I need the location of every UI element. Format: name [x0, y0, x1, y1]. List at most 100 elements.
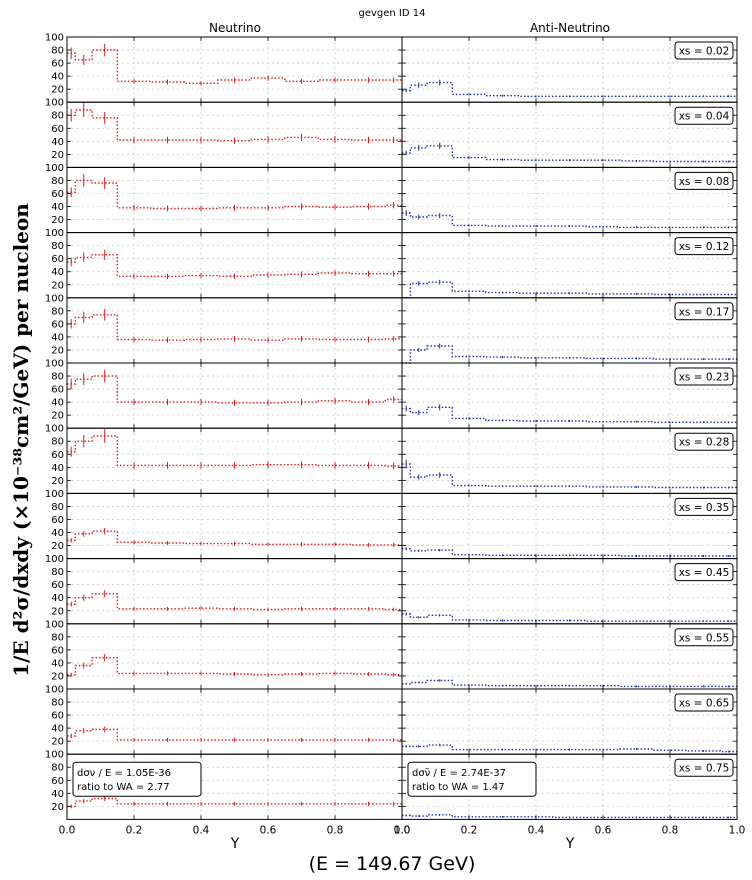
xs-label-box	[674, 758, 734, 777]
xs-label: xs = 0.45	[679, 567, 730, 579]
y-tick-label: 40	[51, 724, 64, 735]
y-tick-label: 60	[51, 776, 64, 787]
x-tick-label: 0.8	[662, 824, 679, 836]
panel-neutrino-4: 20 40 60 80 100	[45, 228, 403, 299]
panel-neutrino-9: 20 40 60 80 100	[45, 554, 403, 625]
panel-neutrino-1: 20 40 60 80 100	[45, 33, 403, 103]
y-tick-label: 20	[51, 606, 64, 617]
panel-frame	[66, 101, 403, 168]
y-tick-label: 80	[51, 111, 64, 122]
y-tick-label: 80	[51, 437, 64, 448]
xs-label: xs = 0.55	[679, 632, 730, 644]
panel-neutrino-6: 20 40 60 80 100	[45, 359, 403, 429]
y-tick-label: 100	[45, 750, 64, 761]
y-tick-label: 20	[51, 280, 64, 291]
antineutrino-step-line	[402, 613, 737, 622]
y-tick-label: 100	[45, 424, 64, 435]
y-tick-label: 60	[51, 124, 64, 135]
y-tick-label: 60	[51, 189, 64, 200]
x-tick-label: 1.0	[729, 824, 746, 836]
y-tick-label: 40	[51, 593, 64, 604]
panel-neutrino-5: 20 40 60 80 100	[45, 293, 403, 364]
column-title-neutrino: Neutrino	[209, 21, 261, 35]
x-tick-label: 0.2	[461, 824, 478, 836]
xs-label: xs = 0.02	[679, 46, 730, 58]
y-tick-label: 40	[51, 463, 64, 474]
y-tick-label: 80	[51, 46, 64, 57]
xs-label: xs = 0.17	[679, 306, 730, 318]
y-tick-label: 40	[51, 72, 64, 83]
x-tick-label: 0.4	[193, 824, 210, 836]
neutrino-step-line	[67, 254, 402, 277]
panel-antineutrino-10: xs = 0.55	[401, 623, 738, 690]
y-tick-label: 100	[45, 685, 64, 696]
y-tick-label: 80	[51, 306, 64, 317]
panel-antineutrino-2: xs = 0.04	[401, 101, 738, 168]
x-tick-label: 0.6	[595, 824, 612, 836]
xs-label-box	[674, 628, 734, 647]
x-axis-label-left: Y	[230, 836, 240, 852]
y-tick-label: 60	[51, 580, 64, 591]
y-tick-label: 40	[51, 528, 64, 539]
y-tick-label: 60	[51, 254, 64, 265]
y-tick-label: 20	[51, 802, 64, 813]
neutrino-step-line	[67, 435, 402, 467]
figure-title: gevgen ID 14	[359, 8, 426, 19]
y-tick-label: 20	[51, 150, 64, 161]
y-tick-label: 80	[51, 176, 64, 187]
y-tick-label: 80	[51, 567, 64, 578]
panel-antineutrino-3: xs = 0.08	[401, 166, 738, 234]
panel-neutrino-12: 20 40 60 80 100 dσν / E = 1.05E-36 ratio to WA…	[45, 750, 410, 837]
y-tick-label: 20	[51, 411, 64, 422]
y-tick-label: 100	[45, 293, 64, 304]
panel-antineutrino-8: xs = 0.35	[401, 492, 738, 560]
xs-label: xs = 0.08	[679, 176, 730, 188]
x-axis-label-right: Y	[565, 836, 575, 852]
y-tick-label: 40	[51, 332, 64, 343]
y-tick-label: 60	[51, 59, 64, 70]
xs-label-box	[674, 302, 734, 321]
neutrino-step-line	[67, 593, 402, 611]
y-tick-label: 100	[45, 489, 64, 500]
cross-section-info-box	[72, 761, 202, 797]
y-tick-label: 60	[51, 319, 64, 330]
panel-neutrino-10: 20 40 60 80 100	[45, 619, 403, 690]
y-tick-label: 60	[51, 711, 64, 722]
y-tick-label: 20	[51, 476, 64, 487]
xs-label-box	[674, 41, 734, 60]
y-tick-label: 80	[51, 632, 64, 643]
panel-frame	[66, 558, 403, 625]
cross-section-info-box	[407, 761, 537, 797]
y-tick-label: 20	[51, 345, 64, 356]
y-tick-label: 60	[51, 450, 64, 461]
x-tick-label: 0.0	[394, 824, 411, 836]
panel-frame	[401, 753, 738, 820]
panel-frame	[66, 36, 403, 103]
y-tick-label: 40	[51, 398, 64, 409]
antineutrino-step-line	[402, 744, 737, 753]
neutrino-step-line	[67, 375, 402, 404]
y-tick-label: 80	[51, 502, 64, 513]
cross-section-value: dσν / E = 1.05E-36	[77, 768, 171, 779]
y-tick-label: 40	[51, 267, 64, 278]
ratio-to-wa: ratio to WA = 1.47	[412, 782, 505, 793]
energy-label: (E = 149.67 GeV)	[309, 853, 476, 875]
panel-antineutrino-11: xs = 0.65	[401, 688, 738, 755]
xs-label-box	[674, 432, 734, 451]
x-tick-label: 0.2	[126, 824, 143, 836]
xs-label: xs = 0.23	[679, 372, 730, 384]
neutrino-step-line	[67, 109, 402, 142]
antineutrino-step-line	[402, 145, 737, 163]
y-tick-label: 100	[45, 619, 64, 630]
xs-label-box	[674, 497, 734, 516]
y-tick-label: 100	[45, 98, 64, 109]
panel-frame	[66, 297, 403, 364]
y-tick-label: 20	[51, 737, 64, 748]
x-tick-label: 0.4	[528, 824, 545, 836]
y-tick-label: 40	[51, 658, 64, 669]
y-tick-label: 60	[51, 645, 64, 656]
neutrino-step-line	[67, 179, 402, 210]
panel-antineutrino-12: xs = 0.75 dσν̄ / E = 2.74E-37 ratio to WA …	[394, 753, 746, 836]
x-tick-label: 0.6	[260, 824, 277, 836]
panel-antineutrino-5: xs = 0.17	[401, 297, 738, 364]
